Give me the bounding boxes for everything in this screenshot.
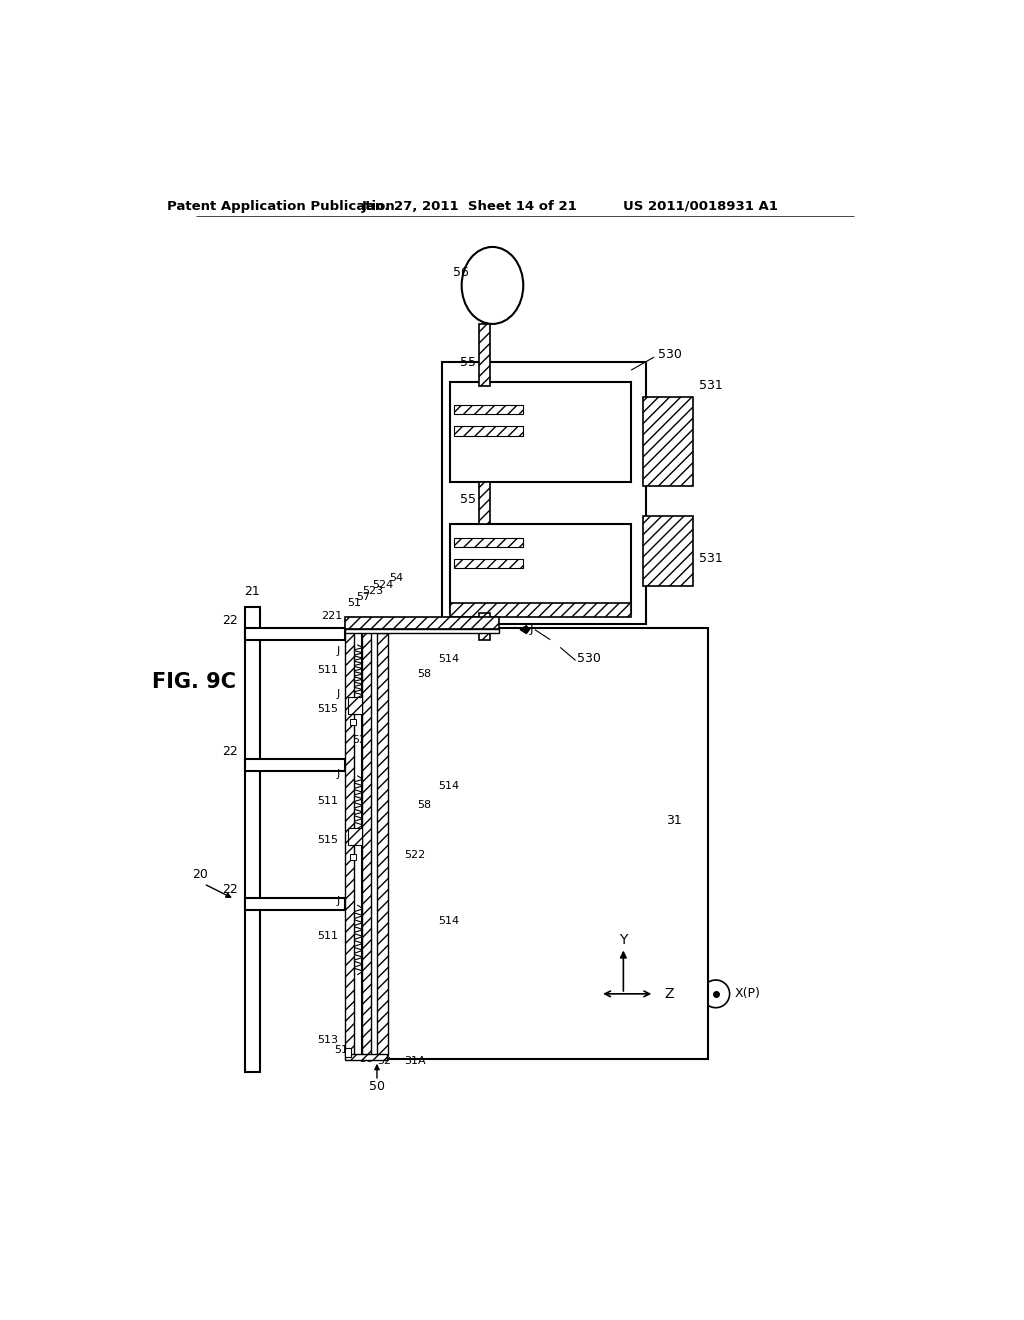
Text: US 2011/0018931 A1: US 2011/0018931 A1 (623, 199, 778, 213)
Text: 530: 530 (578, 652, 601, 665)
Text: 531: 531 (698, 552, 723, 565)
Text: FIG. 9C: FIG. 9C (152, 672, 236, 692)
Text: Z: Z (665, 987, 674, 1001)
Bar (643, 516, 692, 586)
Text: 515: 515 (317, 834, 339, 845)
Bar (643, 397, 692, 486)
Text: 521: 521 (352, 735, 373, 744)
Text: 22: 22 (222, 614, 239, 627)
Text: 56: 56 (454, 265, 469, 279)
Bar (245, 607, 260, 1072)
Bar (361, 628, 708, 1059)
Text: 31: 31 (666, 814, 681, 828)
Text: 58: 58 (359, 1055, 373, 1064)
Bar (454, 539, 523, 548)
Text: J: J (337, 896, 340, 907)
Bar (479, 612, 490, 640)
Text: 55: 55 (460, 356, 475, 370)
Text: Patent Application Publication: Patent Application Publication (167, 199, 394, 213)
Bar (348, 697, 362, 714)
Bar (345, 1048, 351, 1057)
Bar (451, 381, 631, 482)
Bar (377, 634, 388, 1056)
Bar (479, 323, 490, 385)
Text: 50: 50 (369, 1080, 385, 1093)
Text: X(P): X(P) (735, 987, 761, 1001)
Text: J: J (529, 622, 532, 635)
Text: 531: 531 (698, 379, 723, 392)
Text: 515: 515 (317, 704, 339, 714)
Text: J: J (337, 689, 340, 698)
Bar (345, 616, 354, 1056)
Bar (350, 719, 356, 725)
Text: 514: 514 (438, 916, 460, 925)
Bar (245, 898, 345, 909)
Text: 52: 52 (378, 1056, 392, 1065)
Text: 511: 511 (317, 665, 339, 675)
Text: 54: 54 (389, 573, 403, 583)
Bar (348, 829, 362, 845)
Text: 58: 58 (417, 669, 431, 680)
Text: 524: 524 (373, 579, 394, 590)
Bar (479, 482, 490, 524)
Text: 20: 20 (193, 869, 208, 880)
Text: Jan. 27, 2011  Sheet 14 of 21: Jan. 27, 2011 Sheet 14 of 21 (361, 199, 578, 213)
Text: J: J (337, 770, 340, 779)
Bar (345, 628, 499, 634)
Text: J: J (337, 647, 340, 656)
Text: 22: 22 (222, 883, 239, 896)
Text: 58: 58 (417, 800, 431, 810)
Text: 530: 530 (658, 348, 682, 362)
Text: 31A: 31A (403, 1056, 426, 1065)
Text: 51: 51 (347, 598, 360, 609)
Bar (345, 616, 499, 628)
Text: 514: 514 (438, 653, 460, 664)
Bar (350, 854, 356, 859)
Polygon shape (520, 626, 529, 634)
Bar (442, 363, 646, 624)
Bar (245, 628, 345, 640)
Bar (245, 759, 345, 771)
Text: 221: 221 (322, 611, 342, 620)
Text: Y: Y (620, 933, 628, 946)
Bar (451, 603, 631, 616)
Text: 516: 516 (334, 1045, 355, 1055)
Text: 513: 513 (317, 1035, 339, 1045)
Text: 522: 522 (403, 850, 425, 861)
Bar (454, 426, 523, 436)
Text: 511: 511 (317, 796, 339, 807)
Text: 514: 514 (438, 781, 460, 791)
Text: 57: 57 (356, 593, 370, 602)
Bar (345, 1053, 387, 1060)
Bar (454, 558, 523, 568)
Text: 511: 511 (317, 931, 339, 941)
Bar (361, 616, 371, 1056)
Text: 523: 523 (362, 586, 384, 597)
Bar (451, 524, 631, 612)
Text: 21: 21 (245, 585, 260, 598)
Text: 55: 55 (460, 492, 475, 506)
Text: 22: 22 (222, 744, 239, 758)
Bar (454, 405, 523, 414)
